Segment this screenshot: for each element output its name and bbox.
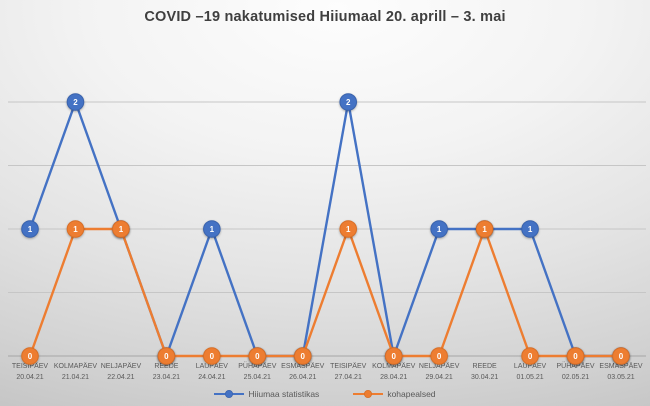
data-point-marker xyxy=(203,220,221,238)
data-point-label: 2 xyxy=(346,98,351,107)
data-point-label: 1 xyxy=(210,225,215,234)
data-point-label: 1 xyxy=(346,225,351,234)
legend-label: Hiiumaa statistikas xyxy=(248,389,320,399)
data-point-hiiumaa-statistikas: 1 xyxy=(203,220,221,238)
data-point-marker xyxy=(112,220,130,238)
data-point-marker xyxy=(566,347,585,365)
series-line-kohapealsed xyxy=(28,227,623,358)
data-point-kohapealsed: 1 xyxy=(339,220,358,238)
data-point-marker xyxy=(475,220,494,238)
data-point-marker xyxy=(157,347,176,365)
data-point-marker xyxy=(521,220,539,238)
data-point-label: 0 xyxy=(255,352,260,361)
data-point-hiiumaa-statistikas: 1 xyxy=(21,220,39,238)
data-point-label: 1 xyxy=(482,225,487,234)
data-point-kohapealsed: 0 xyxy=(293,347,312,365)
data-point-kohapealsed: 0 xyxy=(521,347,539,365)
data-point-label: 0 xyxy=(619,352,624,361)
data-point-label: 1 xyxy=(28,225,33,234)
data-point-kohapealsed: 1 xyxy=(475,220,494,238)
x-axis-label: KOLMAPÄEV 21.04.21 xyxy=(54,362,98,381)
data-point-marker xyxy=(612,347,630,365)
x-axis-label: ESMASPÄEV 03.05.21 xyxy=(599,362,643,381)
data-point-marker xyxy=(384,347,403,365)
data-point-hiiumaa-statistikas: 2 xyxy=(66,93,85,111)
chart-title: COVID –19 nakatumised Hiiumaal 20. april… xyxy=(144,9,506,25)
x-axis-label: LAUPÄEV 24.04.21 xyxy=(196,362,229,381)
x-axis-label: PÜHAPÄEV 25.04.21 xyxy=(238,362,276,381)
data-point-marker xyxy=(293,347,312,365)
data-point-label: 0 xyxy=(437,352,442,361)
x-axis-label: NELJAPÄEV 29.04.21 xyxy=(419,362,460,381)
data-point-kohapealsed: 1 xyxy=(66,220,85,238)
data-point-label: 0 xyxy=(210,352,215,361)
data-point-hiiumaa-statistikas: 2 xyxy=(339,93,358,111)
data-point-hiiumaa-statistikas: 1 xyxy=(430,220,448,238)
legend-item-hiiumaa-statistikas: Hiiumaa statistikas xyxy=(214,389,319,399)
x-axis-label: KOLMAPÄEV 28.04.21 xyxy=(372,362,416,381)
x-axis-label: REEDE 30.04.21 xyxy=(471,363,498,381)
data-point-marker xyxy=(66,93,85,111)
data-point-label: 0 xyxy=(573,352,578,361)
data-point-marker xyxy=(339,93,358,111)
data-point-marker xyxy=(339,220,358,238)
data-point-hiiumaa-statistikas: 1 xyxy=(521,220,539,238)
data-point-label: 0 xyxy=(528,352,533,361)
data-point-marker xyxy=(66,220,85,238)
data-point-kohapealsed: 0 xyxy=(612,347,630,365)
data-point-kohapealsed: 0 xyxy=(248,347,267,365)
data-point-label: 1 xyxy=(437,225,442,234)
x-axis-label: TEISIPÄEV 20.04.21 xyxy=(12,362,49,381)
data-point-label: 0 xyxy=(391,352,396,361)
x-axis-label: TEISIPÄEV 27.04.21 xyxy=(330,362,367,381)
x-axis-label: REEDE 23.04.21 xyxy=(153,363,180,381)
x-axis-label: PÜHAPÄEV 02.05.21 xyxy=(556,362,594,381)
legend-item-kohapealsed: kohapealsed xyxy=(353,389,436,399)
data-point-label: 0 xyxy=(28,352,33,361)
data-point-kohapealsed: 0 xyxy=(21,347,39,365)
data-point-kohapealsed: 0 xyxy=(430,347,448,365)
data-point-kohapealsed: 0 xyxy=(384,347,403,365)
legend-line-marker-icon xyxy=(214,390,245,398)
data-point-kohapealsed: 0 xyxy=(203,347,221,365)
data-point-marker xyxy=(203,347,221,365)
data-point-marker xyxy=(248,347,267,365)
data-point-marker xyxy=(21,220,39,238)
data-point-kohapealsed: 0 xyxy=(566,347,585,365)
x-axis-label: LAUPÄEV 01.05.21 xyxy=(514,362,547,381)
data-point-label: 1 xyxy=(73,225,78,234)
data-point-label: 1 xyxy=(528,225,533,234)
data-point-label: 2 xyxy=(73,98,78,107)
data-point-kohapealsed: 0 xyxy=(157,347,176,365)
chart-legend: Hiiumaa statistikas kohapealsed xyxy=(0,385,650,403)
legend-label: kohapealsed xyxy=(387,389,436,399)
data-point-marker xyxy=(21,347,39,365)
data-point-kohapealsed: 1 xyxy=(112,220,130,238)
data-point-marker xyxy=(430,347,448,365)
legend-line-marker-icon xyxy=(353,390,384,398)
x-axis-label: NELJAPÄEV 22.04.21 xyxy=(101,362,142,381)
data-point-marker xyxy=(430,220,448,238)
x-axis-label: ESMASPÄEV 26.04.21 xyxy=(281,362,325,381)
data-point-label: 0 xyxy=(301,352,306,361)
data-point-label: 0 xyxy=(164,352,169,361)
data-point-marker xyxy=(521,347,539,365)
data-point-label: 1 xyxy=(119,225,124,234)
